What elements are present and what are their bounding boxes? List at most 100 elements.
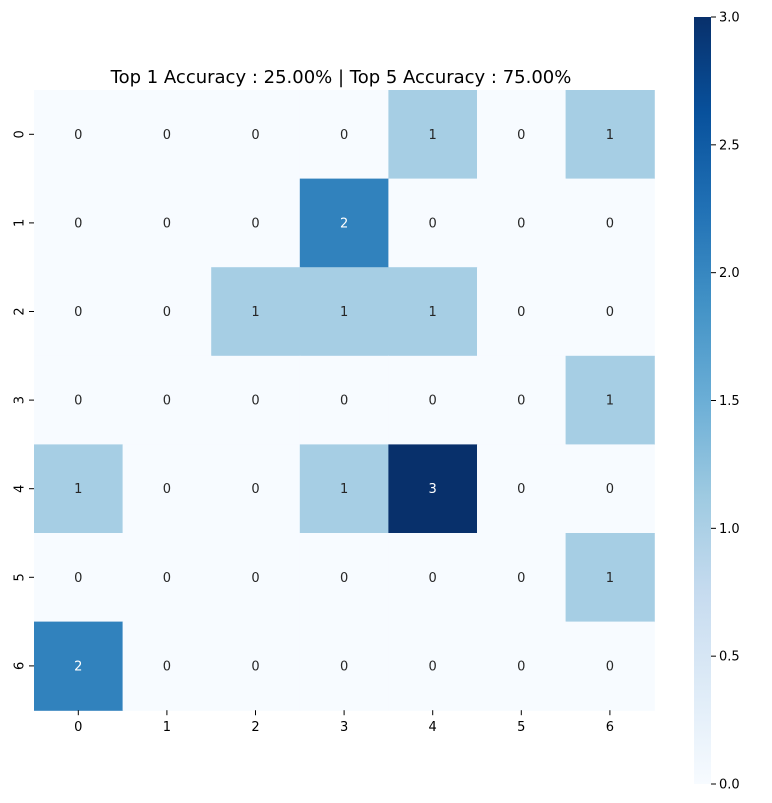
heatmap-cell [211, 90, 301, 180]
heatmap-cell [122, 178, 212, 268]
cell-value-label: 0 [340, 571, 348, 586]
cell-value-label: 0 [251, 482, 259, 497]
cell-value-label: 0 [429, 571, 437, 586]
heatmap-cell [565, 267, 655, 357]
heatmap-cell [388, 178, 478, 268]
heatmap-cell [477, 444, 567, 534]
cell-value-label: 0 [429, 659, 437, 674]
heatmap-cell [299, 444, 389, 534]
x-tick-label: 3 [340, 720, 348, 735]
heatmap-cell [477, 90, 567, 180]
colorbar-tick-label: 2.0 [719, 266, 740, 281]
cell-value-label: 1 [606, 128, 614, 143]
heatmap-cell [565, 533, 655, 623]
cell-value-label: 0 [340, 659, 348, 674]
heatmap-cell [565, 444, 655, 534]
heatmap-cell [565, 178, 655, 268]
heatmap-annotations: 0 0 0 0 1 0 1 0 0 0 2 0 0 0 0 0 1 1 1 0 0 0 0 0 0 0 0 1 1 0 0 1 3 0 0 0 0 0 0 0… [74, 128, 614, 675]
heatmap-cell [565, 90, 655, 180]
colorbar-tick-label: 0.5 [719, 650, 740, 665]
heatmap-cell [299, 621, 389, 711]
y-tick-label: 6 [13, 662, 28, 670]
colorbar-tick-label: 3.0 [719, 11, 740, 26]
y-tick-label: 0 [13, 130, 28, 138]
heatmap-cell [477, 178, 567, 268]
cell-value-label: 0 [606, 216, 614, 231]
heatmap-cell [34, 355, 124, 445]
heatmap-cell [388, 533, 478, 623]
cell-value-label: 1 [340, 305, 348, 320]
x-tick-label: 5 [517, 720, 525, 735]
cell-value-label: 1 [74, 482, 82, 497]
cell-value-label: 0 [163, 571, 171, 586]
heatmap-cell [299, 90, 389, 180]
heatmap-cell [122, 355, 212, 445]
heatmap-cell [211, 444, 301, 534]
chart-title: Top 1 Accuracy : 25.00% | Top 5 Accuracy… [110, 67, 572, 88]
cell-value-label: 0 [517, 216, 525, 231]
cell-value-label: 0 [517, 128, 525, 143]
cell-value-label: 0 [74, 571, 82, 586]
heatmap-cell [299, 178, 389, 268]
heatmap-cell [211, 621, 301, 711]
heatmap-cells [34, 90, 655, 711]
cell-value-label: 0 [429, 394, 437, 409]
heatmap-cell [477, 355, 567, 445]
cell-value-label: 1 [606, 394, 614, 409]
heatmap-cell [477, 621, 567, 711]
x-tick-label: 1 [163, 720, 171, 735]
x-tick-label: 4 [429, 720, 437, 735]
x-tick-label: 0 [74, 720, 82, 735]
cell-value-label: 0 [517, 394, 525, 409]
cell-value-label: 0 [340, 394, 348, 409]
heatmap-cell [34, 267, 124, 357]
colorbar [694, 17, 711, 784]
heatmap-cell [388, 355, 478, 445]
cell-value-label: 1 [340, 482, 348, 497]
x-tick-label: 2 [251, 720, 259, 735]
heatmap-cell [388, 90, 478, 180]
cell-value-label: 0 [517, 571, 525, 586]
heatmap-cell [299, 267, 389, 357]
cell-value-label: 1 [251, 305, 259, 320]
cell-value-label: 0 [163, 394, 171, 409]
cell-value-label: 0 [517, 659, 525, 674]
heatmap-cell [34, 444, 124, 534]
heatmap-cell [122, 90, 212, 180]
cell-value-label: 0 [163, 216, 171, 231]
cell-value-label: 0 [251, 659, 259, 674]
cell-value-label: 1 [429, 305, 437, 320]
y-tick-label: 4 [13, 485, 28, 493]
cell-value-label: 1 [606, 571, 614, 586]
cell-value-label: 0 [163, 128, 171, 143]
heatmap-cell [122, 267, 212, 357]
cell-value-label: 0 [606, 659, 614, 674]
cell-value-label: 0 [340, 128, 348, 143]
cell-value-label: 0 [74, 305, 82, 320]
heatmap-cell [122, 444, 212, 534]
heatmap-cell [122, 533, 212, 623]
cell-value-label: 0 [606, 482, 614, 497]
cell-value-label: 0 [517, 305, 525, 320]
cell-value-label: 0 [74, 216, 82, 231]
y-tick-label: 3 [13, 396, 28, 404]
x-tick-label: 6 [606, 720, 614, 735]
colorbar-ticks: 0.0 0.5 1.0 1.5 2.0 2.5 3.0 [711, 11, 740, 793]
y-tick-label: 1 [13, 219, 28, 227]
cell-value-label: 2 [74, 659, 82, 674]
heatmap-cell [211, 533, 301, 623]
colorbar-tick-label: 2.5 [719, 138, 740, 153]
heatmap-cell [211, 178, 301, 268]
heatmap-cell [299, 355, 389, 445]
cell-value-label: 0 [429, 216, 437, 231]
colorbar-tick-label: 0.0 [719, 778, 740, 793]
heatmap-cell [34, 90, 124, 180]
cell-value-label: 3 [429, 482, 437, 497]
colorbar-tick-label: 1.0 [719, 522, 740, 537]
heatmap-cell [122, 621, 212, 711]
heatmap-cell [388, 444, 478, 534]
heatmap-cell [34, 178, 124, 268]
cell-value-label: 0 [251, 216, 259, 231]
x-axis: 0 1 2 3 4 5 6 [74, 710, 614, 735]
heatmap-cell [34, 621, 124, 711]
